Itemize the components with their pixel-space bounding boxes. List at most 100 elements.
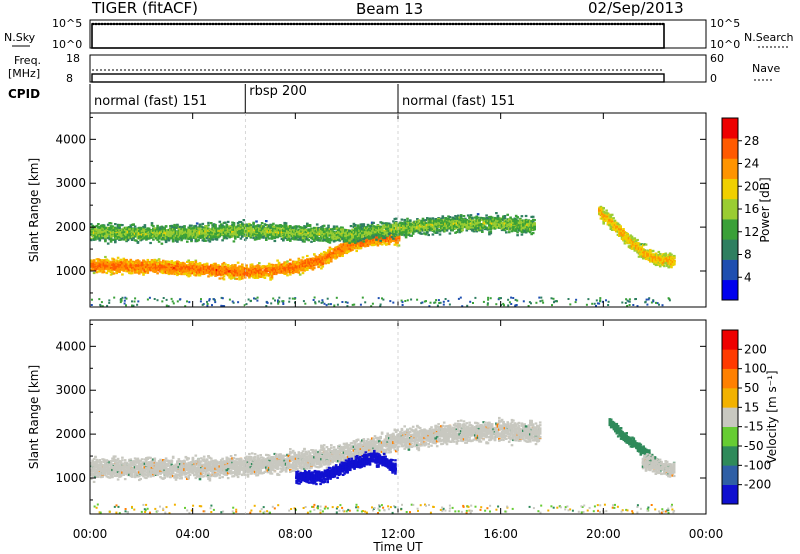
range-cell: [110, 241, 113, 243]
nave-tick-bottom: 0: [710, 72, 717, 85]
range-cell: [237, 262, 240, 264]
range-cell: [121, 224, 124, 226]
range-cell: [118, 227, 121, 229]
cpid-segment-label: normal (fast) 151: [94, 94, 207, 109]
range-cell: [274, 240, 277, 242]
range-cell: [103, 271, 106, 273]
range-cell: [199, 263, 202, 265]
range-cell: [245, 264, 248, 266]
range-cell: [134, 226, 137, 228]
range-cell: [224, 222, 227, 224]
range-cell: [161, 243, 164, 245]
range-cell: [306, 255, 309, 257]
radar-figure: TIGER (fitACF) Beam 13 02/Sep/2013 N.Sky…: [0, 0, 800, 554]
range-cell: [224, 263, 227, 265]
range-cell: [97, 223, 100, 225]
range-cell: [180, 273, 183, 275]
nsearch-tick-bottom: 10^0: [710, 38, 740, 51]
range-cell: [147, 272, 150, 274]
range-cell: [381, 243, 384, 245]
range-cell: [149, 242, 152, 244]
range-cell: [226, 224, 229, 226]
range-cell: [234, 238, 237, 240]
range-cell: [196, 263, 199, 265]
range-cell: [219, 221, 222, 223]
range-cell: [107, 243, 110, 245]
range-cell: [152, 225, 155, 227]
range-cell: [99, 239, 102, 241]
range-cell: [298, 259, 301, 261]
range-cell: [360, 247, 363, 249]
range-cell: [206, 263, 209, 265]
cpid-segment-label: normal (fast) 151: [402, 94, 515, 109]
range-cell: [223, 278, 226, 280]
range-cell: [223, 275, 226, 277]
range-cell: [120, 259, 123, 261]
range-cell: [289, 259, 292, 261]
range-cell: [154, 227, 157, 229]
range-cell: [190, 239, 193, 241]
range-cell: [209, 240, 212, 242]
range-cell: [250, 224, 253, 226]
range-cell: [322, 265, 325, 267]
range-cell: [255, 220, 258, 222]
range-cell: [377, 244, 380, 246]
range-cell: [173, 228, 176, 230]
range-cell: [207, 224, 210, 226]
beam-label: Beam 13: [356, 0, 423, 18]
radar-title: TIGER (fitACF): [91, 0, 198, 17]
range-cell: [265, 239, 268, 241]
range-cell: [196, 222, 199, 224]
range-cell: [252, 223, 255, 225]
range-cell: [139, 228, 142, 230]
range-cell: [173, 224, 176, 226]
range-cell: [210, 222, 213, 224]
range-cell: [306, 269, 309, 271]
range-cell: [240, 238, 243, 240]
range-cell: [299, 274, 302, 276]
nsky-tick-top: 10^5: [52, 17, 82, 30]
range-cell: [223, 226, 226, 228]
range-cell: [313, 267, 316, 269]
range-cell: [104, 256, 107, 258]
range-cell: [152, 239, 155, 241]
range-cell: [289, 273, 292, 275]
range-cell: [355, 250, 358, 252]
cpid-label: CPID: [8, 87, 40, 101]
freq-panel: Freq. [MHz] 18 8 60 0 Nave: [8, 52, 780, 85]
range-cell: [258, 262, 261, 264]
nsky-label: N.Sky: [4, 31, 36, 44]
range-cell: [241, 235, 244, 237]
range-cell: [114, 240, 117, 242]
range-cell: [351, 249, 354, 251]
freq-label: Freq.: [14, 54, 41, 67]
range-cell: [302, 272, 305, 274]
range-cell: [234, 264, 237, 266]
range-cell: [227, 221, 230, 223]
range-cell: [272, 223, 275, 225]
range-cell: [315, 256, 318, 258]
range-cell: [204, 240, 207, 242]
range-cell: [165, 226, 168, 228]
freq-tick-top: 18: [66, 52, 80, 65]
range-cell: [202, 223, 205, 225]
range-cell: [341, 255, 344, 257]
range-cell: [286, 260, 289, 262]
range-cell: [219, 277, 222, 279]
range-cell: [281, 225, 284, 227]
range-cell: [207, 275, 210, 277]
range-cell: [132, 224, 135, 226]
nsearch-label: N.Search: [744, 31, 794, 44]
nsky-tick-bottom: 10^0: [52, 38, 82, 51]
range-cell: [271, 276, 274, 278]
range-cell: [264, 277, 267, 279]
range-cell: [106, 272, 109, 274]
range-cell: [138, 260, 141, 262]
nave-label: Nave: [752, 62, 780, 75]
range-cell: [144, 226, 147, 228]
range-cell: [189, 275, 192, 277]
range-cell: [330, 260, 333, 262]
range-cell: [158, 241, 161, 243]
range-cell: [226, 237, 229, 239]
